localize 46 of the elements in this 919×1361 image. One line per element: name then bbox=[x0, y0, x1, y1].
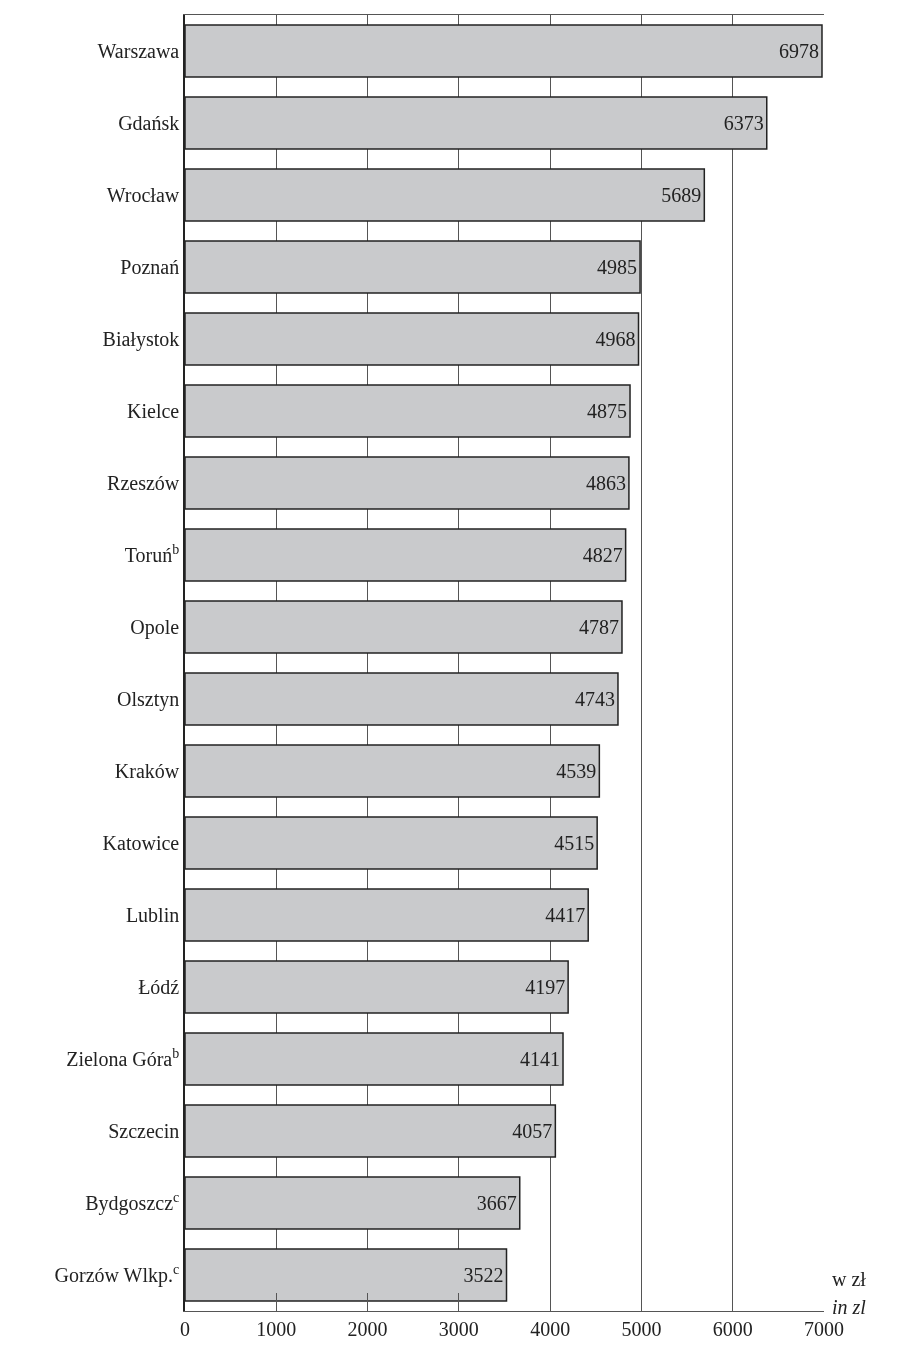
data-label: 4141 bbox=[520, 1048, 561, 1070]
y-tick-label: Toruń$^{b}$ bbox=[124, 541, 180, 566]
y-tick-label: Katowice bbox=[102, 832, 180, 854]
x-tick-label: 2000 bbox=[347, 1318, 388, 1340]
data-label: 4057 bbox=[512, 1120, 553, 1142]
x-tick-label: 0 bbox=[180, 1318, 190, 1340]
data-label: 4863 bbox=[585, 472, 626, 494]
y-tick-label: Poznań bbox=[120, 256, 180, 278]
data-label: 6373 bbox=[723, 112, 764, 134]
y-tick-label: Wrocław bbox=[106, 184, 180, 206]
y-tick-label: Opole bbox=[130, 616, 180, 639]
data-label: 4539 bbox=[556, 760, 597, 782]
y-tick-label: Gorzów Wlkp.$^{c}$ bbox=[54, 1261, 180, 1287]
data-label: 4197 bbox=[525, 976, 566, 998]
x-tick-label: 5000 bbox=[621, 1318, 662, 1340]
y-tick-label: Kielce bbox=[127, 400, 180, 422]
data-label: 4417 bbox=[545, 904, 586, 926]
x-tick-label: 6000 bbox=[712, 1318, 753, 1340]
y-tick-label: Rzeszów bbox=[107, 472, 180, 494]
y-tick-label: Zielona Góra$^{b}$ bbox=[66, 1045, 180, 1070]
data-label: 4875 bbox=[587, 400, 628, 422]
y-tick-label: Olsztyn bbox=[117, 688, 180, 711]
y-tick-label: Szczecin bbox=[108, 1120, 180, 1142]
data-label: 6978 bbox=[778, 40, 819, 62]
data-label: 4968 bbox=[595, 328, 636, 350]
y-tick-label: Gdańsk bbox=[118, 112, 180, 134]
data-label: 4743 bbox=[574, 688, 615, 710]
y-tick-label: Kraków bbox=[114, 760, 180, 782]
data-label: 3522 bbox=[463, 1264, 504, 1286]
x-tick-label: 4000 bbox=[530, 1318, 571, 1340]
text: w zł bbox=[832, 1268, 867, 1290]
data-label: 4787 bbox=[578, 616, 619, 638]
text: in zl bbox=[832, 1296, 867, 1318]
x-tick-label: 3000 bbox=[438, 1318, 479, 1340]
x-tick-label: 1000 bbox=[256, 1318, 297, 1340]
y-tick-label: Lublin bbox=[125, 904, 180, 926]
data-label: 4827 bbox=[582, 544, 623, 566]
data-label: 4515 bbox=[554, 832, 595, 854]
y-tick-label: Warszawa bbox=[97, 40, 180, 62]
x-tick-label: 7000 bbox=[804, 1318, 844, 1340]
data-label: 3667 bbox=[476, 1192, 517, 1214]
y-tick-label: Łódź bbox=[138, 976, 180, 998]
data-label: 5689 bbox=[661, 184, 702, 206]
data-label: 4985 bbox=[597, 256, 638, 278]
y-tick-label: Białystok bbox=[102, 328, 180, 351]
y-tick-label: Bydgoszcz$^{c}$ bbox=[85, 1189, 180, 1215]
